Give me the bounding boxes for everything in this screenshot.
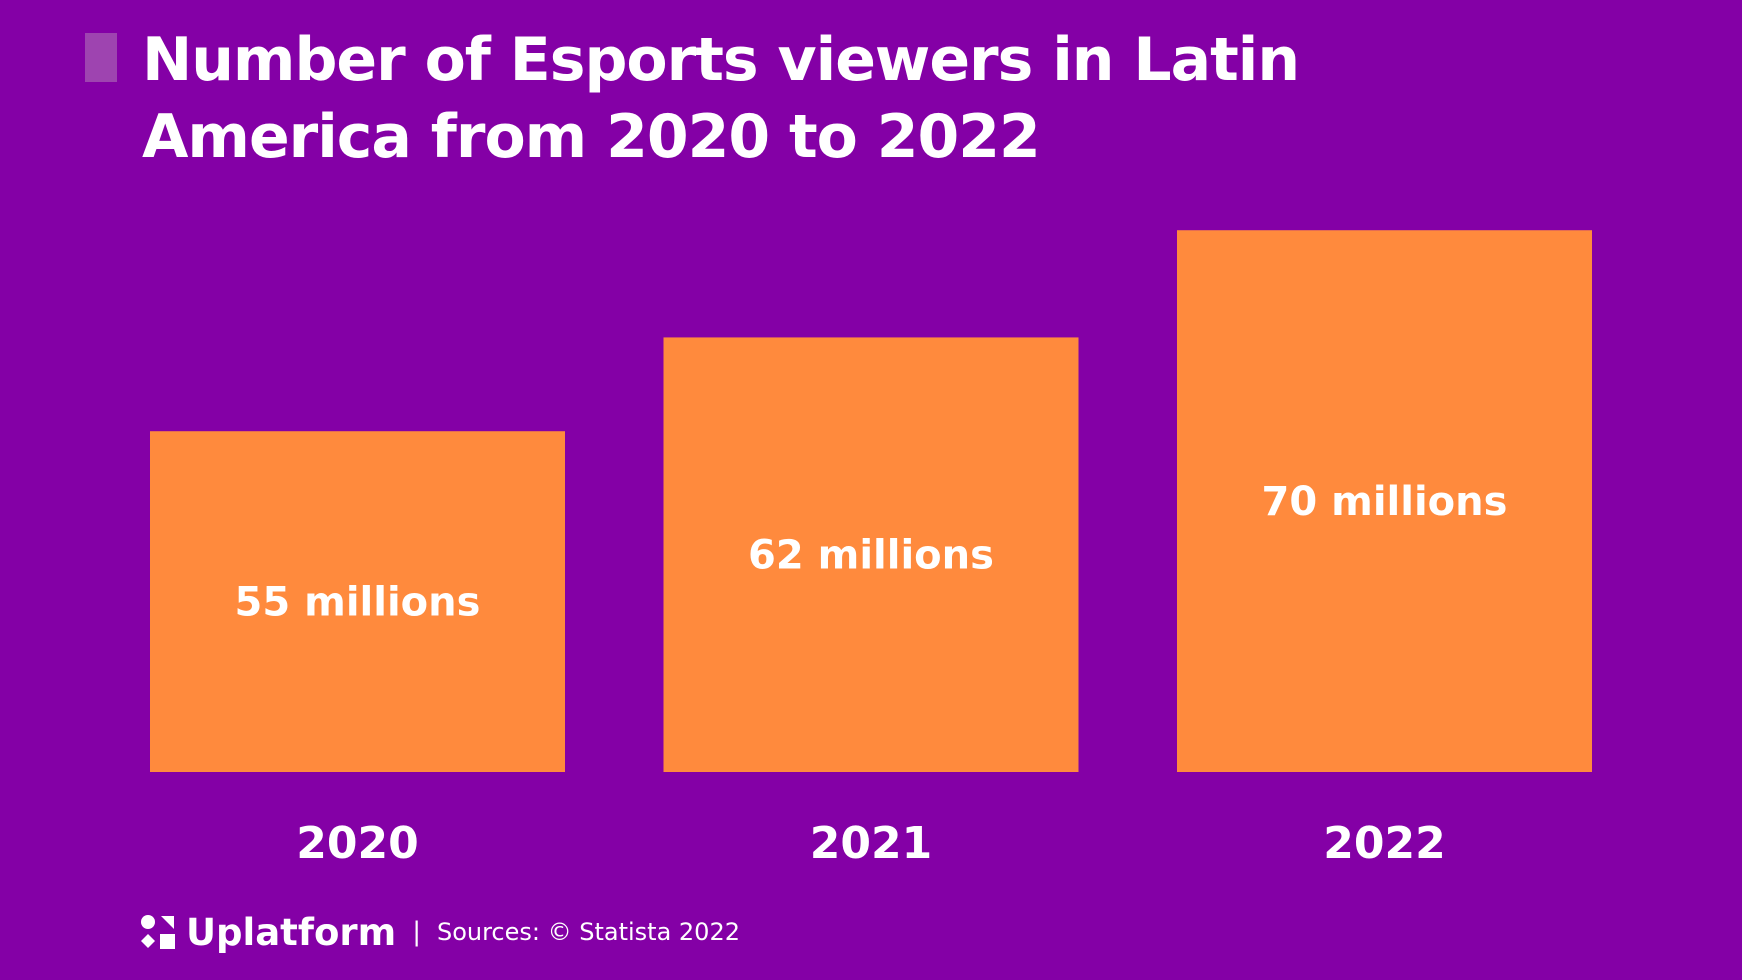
footer: Uplatform | Sources: © Statista 2022 (140, 910, 740, 954)
data-label: 70 millions (1262, 479, 1508, 525)
uplatform-logo-icon (141, 915, 175, 949)
title-accent-square (85, 33, 117, 82)
x-tick-label: 2021 (810, 818, 932, 869)
footer-separator: | (412, 917, 421, 947)
brand-name: Uplatform (186, 910, 397, 954)
bar-2021 (663, 337, 1079, 772)
data-label: 62 millions (748, 533, 994, 579)
bar-2020 (150, 431, 565, 772)
data-label: 55 millions (235, 580, 481, 626)
bar-2022 (1177, 230, 1592, 773)
chart-title: Number of Esports viewers in Latin Ameri… (142, 25, 1300, 172)
x-tick-label: 2020 (296, 818, 418, 869)
x-tick-label: 2022 (1323, 818, 1445, 869)
source-text: Sources: © Statista 2022 (436, 918, 740, 946)
